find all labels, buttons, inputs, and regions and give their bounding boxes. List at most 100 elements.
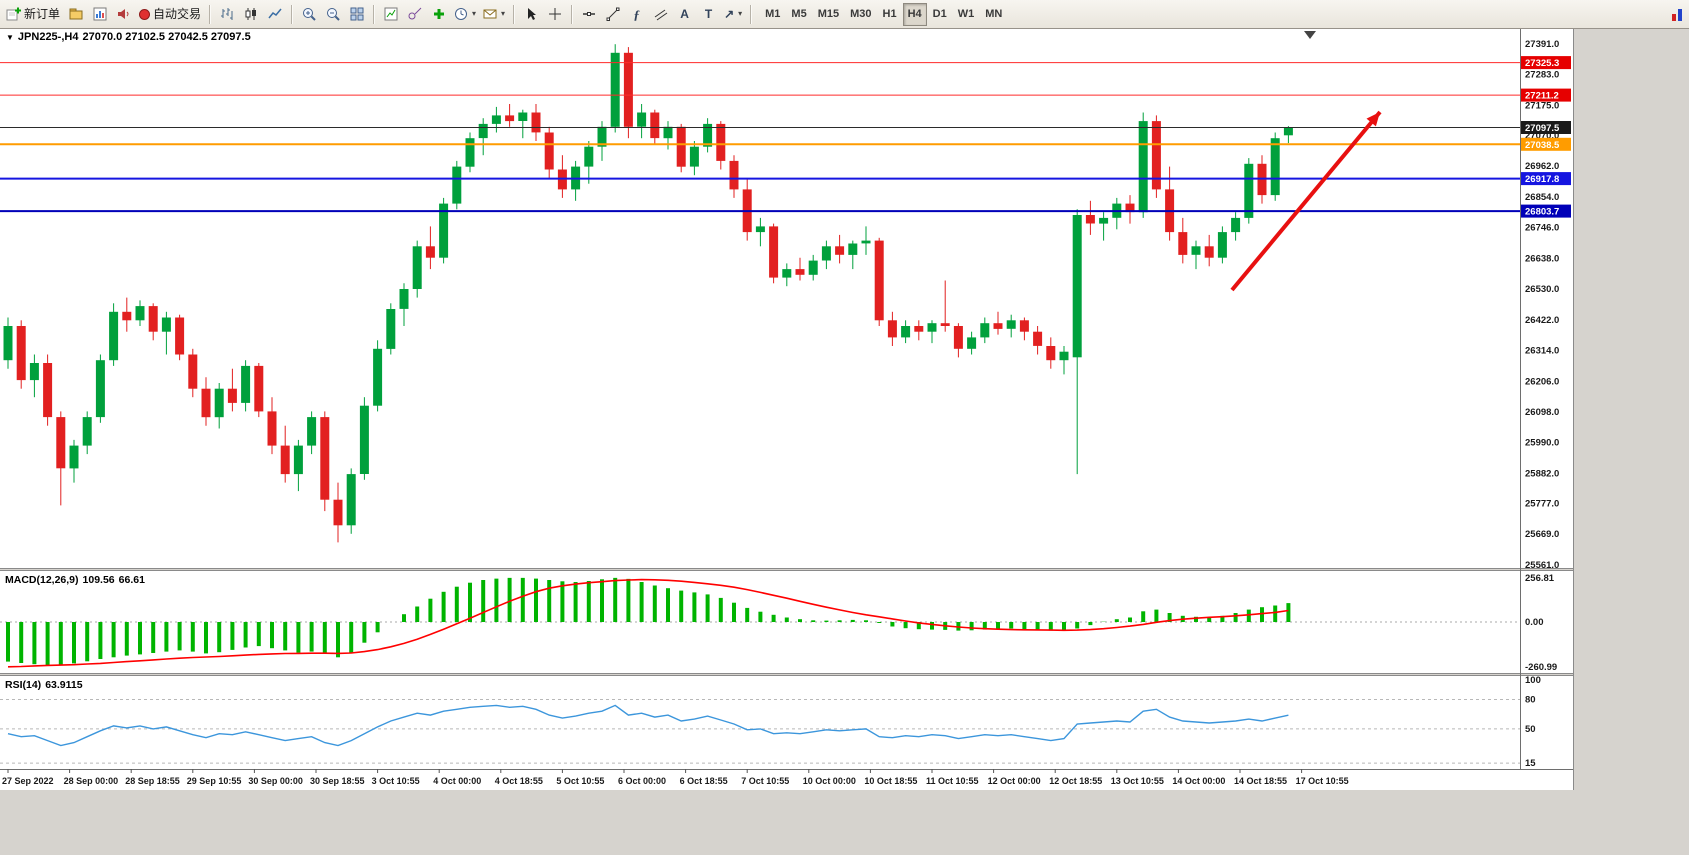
price-axis-label: 26962.0 <box>1525 161 1559 172</box>
toolbar: 新订单 自动交易 ▾ ▾ <box>0 0 1689 29</box>
window-background-right <box>1574 28 1689 790</box>
caret-down-icon: ▾ <box>501 9 506 18</box>
candlestick-chart-icon <box>245 8 256 20</box>
timeframe-button-h1[interactable]: H1 <box>878 3 902 26</box>
price-axis-label: 26314.0 <box>1525 346 1559 357</box>
time-axis-label: 17 Oct 10:55 <box>1296 776 1349 786</box>
time-axis-label: 7 Oct 10:55 <box>741 776 789 786</box>
trend-arrow-head <box>1366 112 1380 127</box>
time-axis-label: 14 Oct 00:00 <box>1172 776 1225 786</box>
time-axis-label: 14 Oct 18:55 <box>1234 776 1287 786</box>
macd-axis-label: 256.81 <box>1525 573 1555 584</box>
pane-separator[interactable] <box>0 673 1573 676</box>
timeframe-button-mn[interactable]: MN <box>980 3 1007 26</box>
chart-canvas[interactable]: 27391.0 27283.0 27175.0 27070.0 26962.0 26854… <box>0 28 1573 790</box>
tile-windows-button[interactable] <box>345 3 368 26</box>
time-axis-label: 6 Oct 00:00 <box>618 776 666 786</box>
price-axis-label: 27283.0 <box>1525 70 1559 81</box>
indicators-button[interactable] <box>379 3 402 26</box>
price-axis-label: 26098.0 <box>1525 407 1559 418</box>
label-tool-button[interactable]: T <box>697 3 720 26</box>
zoom-in-button[interactable] <box>297 3 320 26</box>
zoom-in-icon <box>302 8 316 21</box>
indicators-icon <box>384 7 398 21</box>
time-axis-label: 4 Oct 18:55 <box>495 776 543 786</box>
cursor-button[interactable] <box>519 3 542 26</box>
timeframe-button-d1[interactable]: D1 <box>928 3 952 26</box>
toolbar-separator <box>209 4 211 24</box>
tile-windows-icon <box>350 7 364 21</box>
market-watch-button[interactable] <box>88 3 111 26</box>
zoom-out-button[interactable] <box>321 3 344 26</box>
clock-icon <box>455 8 468 20</box>
toolbar-separator <box>571 4 573 24</box>
profiles-folder-icon <box>69 8 83 20</box>
time-axis-label: 10 Oct 18:55 <box>864 776 917 786</box>
text-tool-button[interactable]: A <box>673 3 696 26</box>
trendline-tool-button[interactable] <box>601 3 624 26</box>
periods-button[interactable]: ▾ <box>451 3 479 26</box>
channel-tool-button[interactable] <box>649 3 672 26</box>
timeframe-button-w1[interactable]: W1 <box>953 3 980 26</box>
price-badge-label: 27038.5 <box>1525 140 1560 151</box>
price-axis-label: 26206.0 <box>1525 376 1559 387</box>
price-badge <box>1521 88 1571 102</box>
price-axis-label: 26746.0 <box>1525 223 1559 234</box>
pane-separator[interactable] <box>0 568 1573 571</box>
time-axis-label: 27 Sep 2022 <box>2 776 54 786</box>
toolbar-separator <box>373 4 375 24</box>
trend-arrow-line[interactable] <box>1230 110 1382 292</box>
toolbar-separator <box>513 4 515 24</box>
timeframe-button-m5[interactable]: M5 <box>786 3 811 26</box>
arrows-tool-button[interactable]: ↗ ▾ <box>721 3 745 26</box>
rsi-line <box>7 704 1289 747</box>
time-axis-label: 6 Oct 18:55 <box>680 776 728 786</box>
text-tool-icon: A <box>680 7 689 21</box>
price-badge <box>1521 121 1571 134</box>
time-axis-label: 5 Oct 10:55 <box>556 776 604 786</box>
chart-shift-marker[interactable] <box>1304 31 1316 39</box>
time-axis-label: 30 Sep 00:00 <box>248 776 303 786</box>
chart-window: 27391.0 27283.0 27175.0 27070.0 26962.0 26854… <box>0 28 1574 790</box>
objects-button[interactable] <box>403 3 426 26</box>
new-order-button[interactable]: 新订单 <box>3 3 63 26</box>
price-badge-label: 27097.5 <box>1525 123 1560 134</box>
time-axis-label: 3 Oct 10:55 <box>372 776 420 786</box>
fibonacci-tool-button[interactable]: ƒ <box>625 3 648 26</box>
rsi-axis-label: 100 <box>1525 675 1541 686</box>
add-plus-icon <box>433 9 444 19</box>
timeframe-button-m30[interactable]: M30 <box>845 3 876 26</box>
price-badge <box>1521 204 1571 218</box>
timeframe-button-m1[interactable]: M1 <box>760 3 785 26</box>
new-order-label: 新订单 <box>24 7 61 21</box>
templates-button[interactable]: ▾ <box>480 3 508 26</box>
time-axis-label: 13 Oct 10:55 <box>1111 776 1164 786</box>
price-badge <box>1521 172 1571 186</box>
envelope-icon <box>483 9 497 19</box>
trendline-icon <box>606 7 620 21</box>
timeframe-button-h4[interactable]: H4 <box>902 2 927 26</box>
caret-down-icon: ▾ <box>472 9 477 18</box>
price-axis-label: 25990.0 <box>1525 438 1559 449</box>
rsi-axis-label: 15 <box>1525 758 1536 769</box>
chart-candles-button[interactable] <box>239 3 262 26</box>
add-indicator-button[interactable] <box>427 3 450 26</box>
label-tool-icon: T <box>704 7 713 21</box>
autotrading-button[interactable]: 自动交易 <box>136 3 204 26</box>
sound-alerts-button[interactable] <box>112 3 135 26</box>
time-axis-label: 4 Oct 00:00 <box>433 776 481 786</box>
crosshair-button[interactable] <box>543 3 566 26</box>
arrows-tool-icon: ↗ <box>724 7 735 21</box>
chart-bars-button[interactable] <box>215 3 238 26</box>
timeframe-button-m15[interactable]: M15 <box>813 3 844 26</box>
channel-icon <box>654 9 667 21</box>
chart-line-button[interactable] <box>263 3 286 26</box>
profiles-button[interactable] <box>64 3 87 26</box>
time-axis: 27 Sep 2022 28 Sep 00:00 28 Sep 18:55 29 Se… <box>0 769 1573 786</box>
price-badge-label: 26803.7 <box>1525 207 1559 218</box>
time-axis-label: 30 Sep 18:55 <box>310 776 365 786</box>
hline-tool-button[interactable] <box>577 3 600 26</box>
time-axis-label: 29 Sep 10:55 <box>187 776 242 786</box>
price-axis-label: 25882.0 <box>1525 469 1559 480</box>
objects-icon <box>408 7 421 20</box>
